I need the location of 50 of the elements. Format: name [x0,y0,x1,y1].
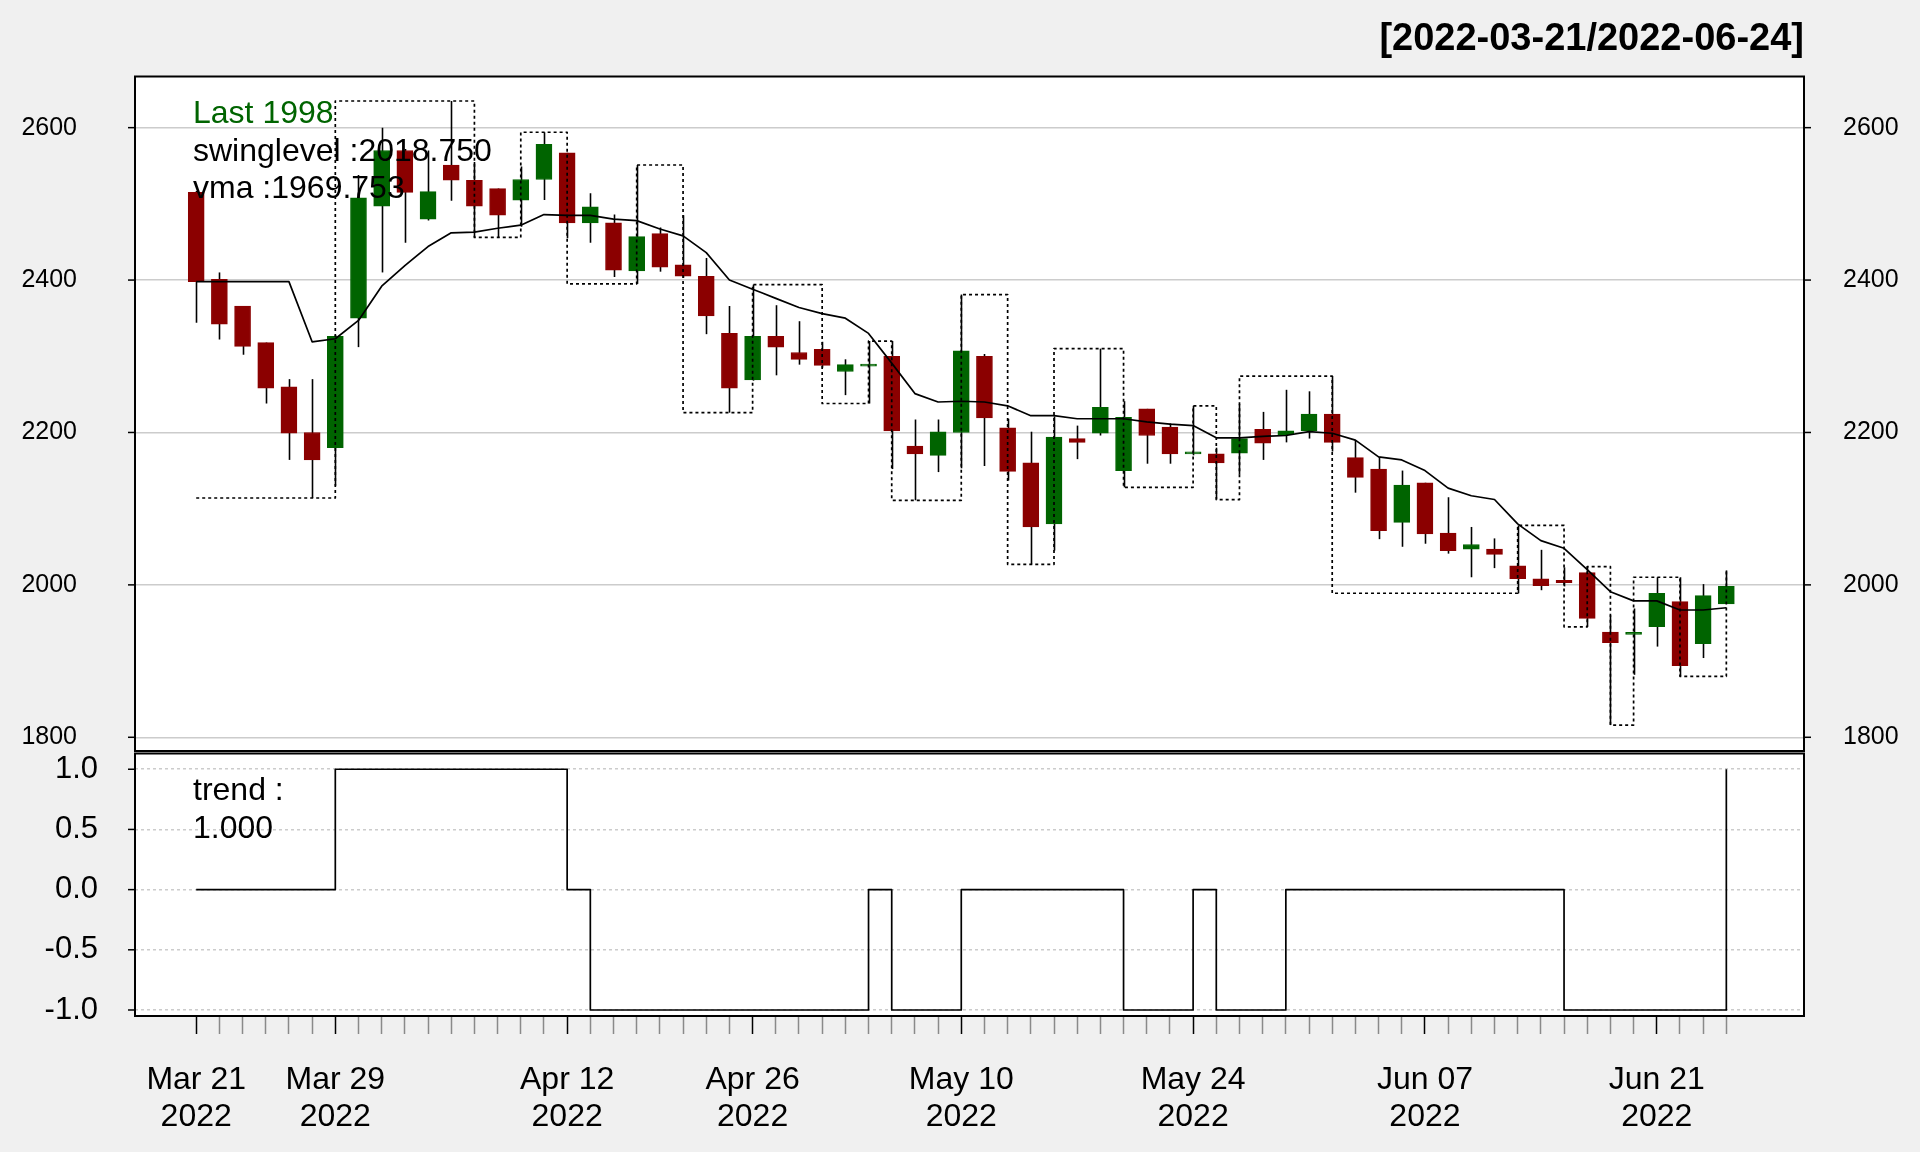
candlestick [906,418,924,502]
candlestick [1115,400,1132,489]
y-tick-label: 0.5 [54,809,98,845]
y2-tick-label: 2200 [1843,416,1899,445]
candlestick [1068,424,1086,460]
x-tick-label: Mar 21 2022 [146,1060,246,1134]
x-tick-label: May 24 2022 [1140,1060,1246,1134]
candlestick [1231,403,1248,476]
candlestick [1625,607,1642,676]
y-tick-label: -1.0 [44,990,98,1026]
candlestick [999,417,1016,482]
x-tick-label: Apr 26 2022 [705,1060,800,1134]
y-tick-label: 2000 [21,568,77,597]
candlestick [1300,390,1318,440]
x-tick-label: Apr 12 2022 [520,1060,615,1134]
candlestick [1509,524,1527,595]
y2-tick-label: 2600 [1843,111,1899,140]
y-tick-label: 2400 [21,263,77,292]
y2-tick-label: 1800 [1843,721,1899,750]
y-tick-label: 1800 [21,721,77,750]
y-tick-label: 0.0 [54,870,98,906]
y2-tick-label: 2400 [1843,263,1899,292]
candlestick [1184,405,1202,457]
x-tick-label: Jun 07 2022 [1376,1060,1473,1134]
candlestick [744,283,761,382]
y-tick-label: 1.0 [54,749,98,785]
y-tick-label: 2200 [21,416,77,445]
candlestick [1532,549,1550,592]
candlestick [326,334,344,487]
candlestick [1486,537,1503,569]
y-tick-label: 2600 [21,111,77,140]
candlestick [1462,526,1480,579]
candlestick [790,320,808,366]
candlestick [929,418,947,473]
y-tick-label: -0.5 [44,930,98,966]
candlestick [883,340,901,470]
candlestick [952,293,970,470]
annotation: 1.000 [193,808,274,845]
x-tick-label: Mar 29 2022 [285,1060,386,1134]
candlestick [767,304,785,377]
candlestick [860,340,877,405]
x-tick-label: Jun 21 2022 [1608,1060,1705,1134]
annotation: Last 1998 [193,94,334,131]
candlestick [1347,439,1364,494]
chart-title: [2022-03-21/2022-06-24] [1379,16,1804,59]
y2-tick-label: 2000 [1843,568,1899,597]
x-tick-label: May 10 2022 [908,1060,1014,1134]
annotation: trend : [193,771,284,808]
candlestick [837,358,854,396]
candlestick [1439,496,1457,555]
